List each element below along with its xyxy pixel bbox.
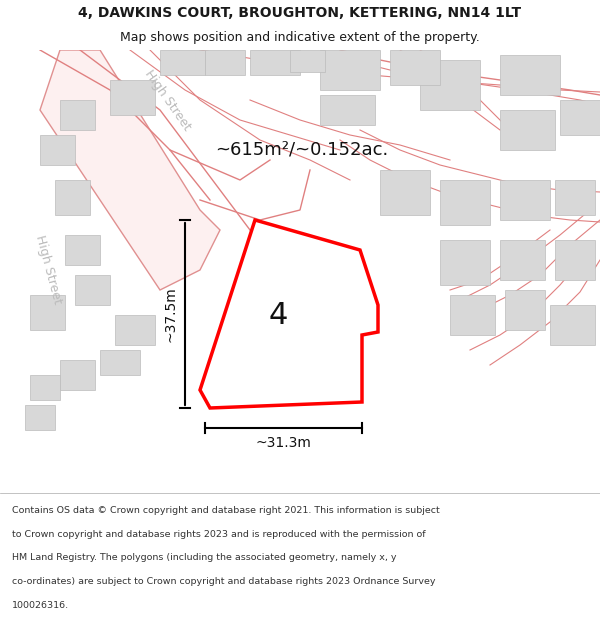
- Polygon shape: [500, 240, 545, 280]
- Polygon shape: [200, 220, 378, 408]
- Polygon shape: [115, 315, 155, 345]
- Polygon shape: [55, 180, 90, 215]
- Polygon shape: [65, 235, 100, 265]
- Polygon shape: [30, 295, 65, 330]
- Polygon shape: [75, 275, 110, 305]
- Polygon shape: [420, 60, 480, 110]
- Polygon shape: [440, 180, 490, 225]
- Polygon shape: [380, 170, 430, 215]
- Text: High Street: High Street: [142, 68, 194, 132]
- Polygon shape: [30, 375, 60, 400]
- Polygon shape: [250, 50, 300, 75]
- Polygon shape: [40, 50, 220, 290]
- Text: ~31.3m: ~31.3m: [256, 436, 311, 450]
- Text: Contains OS data © Crown copyright and database right 2021. This information is : Contains OS data © Crown copyright and d…: [12, 506, 440, 515]
- Polygon shape: [440, 240, 490, 285]
- Text: 4: 4: [268, 301, 287, 329]
- Polygon shape: [560, 100, 600, 135]
- Polygon shape: [160, 50, 205, 75]
- Text: Map shows position and indicative extent of the property.: Map shows position and indicative extent…: [120, 31, 480, 44]
- Polygon shape: [290, 50, 325, 72]
- Polygon shape: [555, 240, 595, 280]
- Polygon shape: [60, 360, 95, 390]
- Polygon shape: [205, 50, 245, 75]
- Polygon shape: [320, 50, 380, 90]
- Text: to Crown copyright and database rights 2023 and is reproduced with the permissio: to Crown copyright and database rights 2…: [12, 530, 425, 539]
- Text: co-ordinates) are subject to Crown copyright and database rights 2023 Ordnance S: co-ordinates) are subject to Crown copyr…: [12, 577, 436, 586]
- Text: HM Land Registry. The polygons (including the associated geometry, namely x, y: HM Land Registry. The polygons (includin…: [12, 554, 397, 562]
- Text: ~615m²/~0.152ac.: ~615m²/~0.152ac.: [215, 141, 388, 159]
- Polygon shape: [25, 405, 55, 430]
- Polygon shape: [500, 180, 550, 220]
- Text: ~37.5m: ~37.5m: [163, 286, 177, 342]
- Polygon shape: [550, 305, 595, 345]
- Polygon shape: [60, 100, 95, 130]
- Polygon shape: [500, 110, 555, 150]
- Polygon shape: [500, 55, 560, 95]
- Polygon shape: [100, 350, 140, 375]
- Text: 4, DAWKINS COURT, BROUGHTON, KETTERING, NN14 1LT: 4, DAWKINS COURT, BROUGHTON, KETTERING, …: [79, 6, 521, 19]
- Polygon shape: [390, 50, 440, 85]
- Polygon shape: [40, 135, 75, 165]
- Text: 100026316.: 100026316.: [12, 601, 69, 610]
- Polygon shape: [110, 80, 155, 115]
- Polygon shape: [450, 295, 495, 335]
- Text: High Street: High Street: [32, 234, 64, 306]
- Polygon shape: [555, 180, 595, 215]
- Polygon shape: [320, 95, 375, 125]
- Polygon shape: [505, 290, 545, 330]
